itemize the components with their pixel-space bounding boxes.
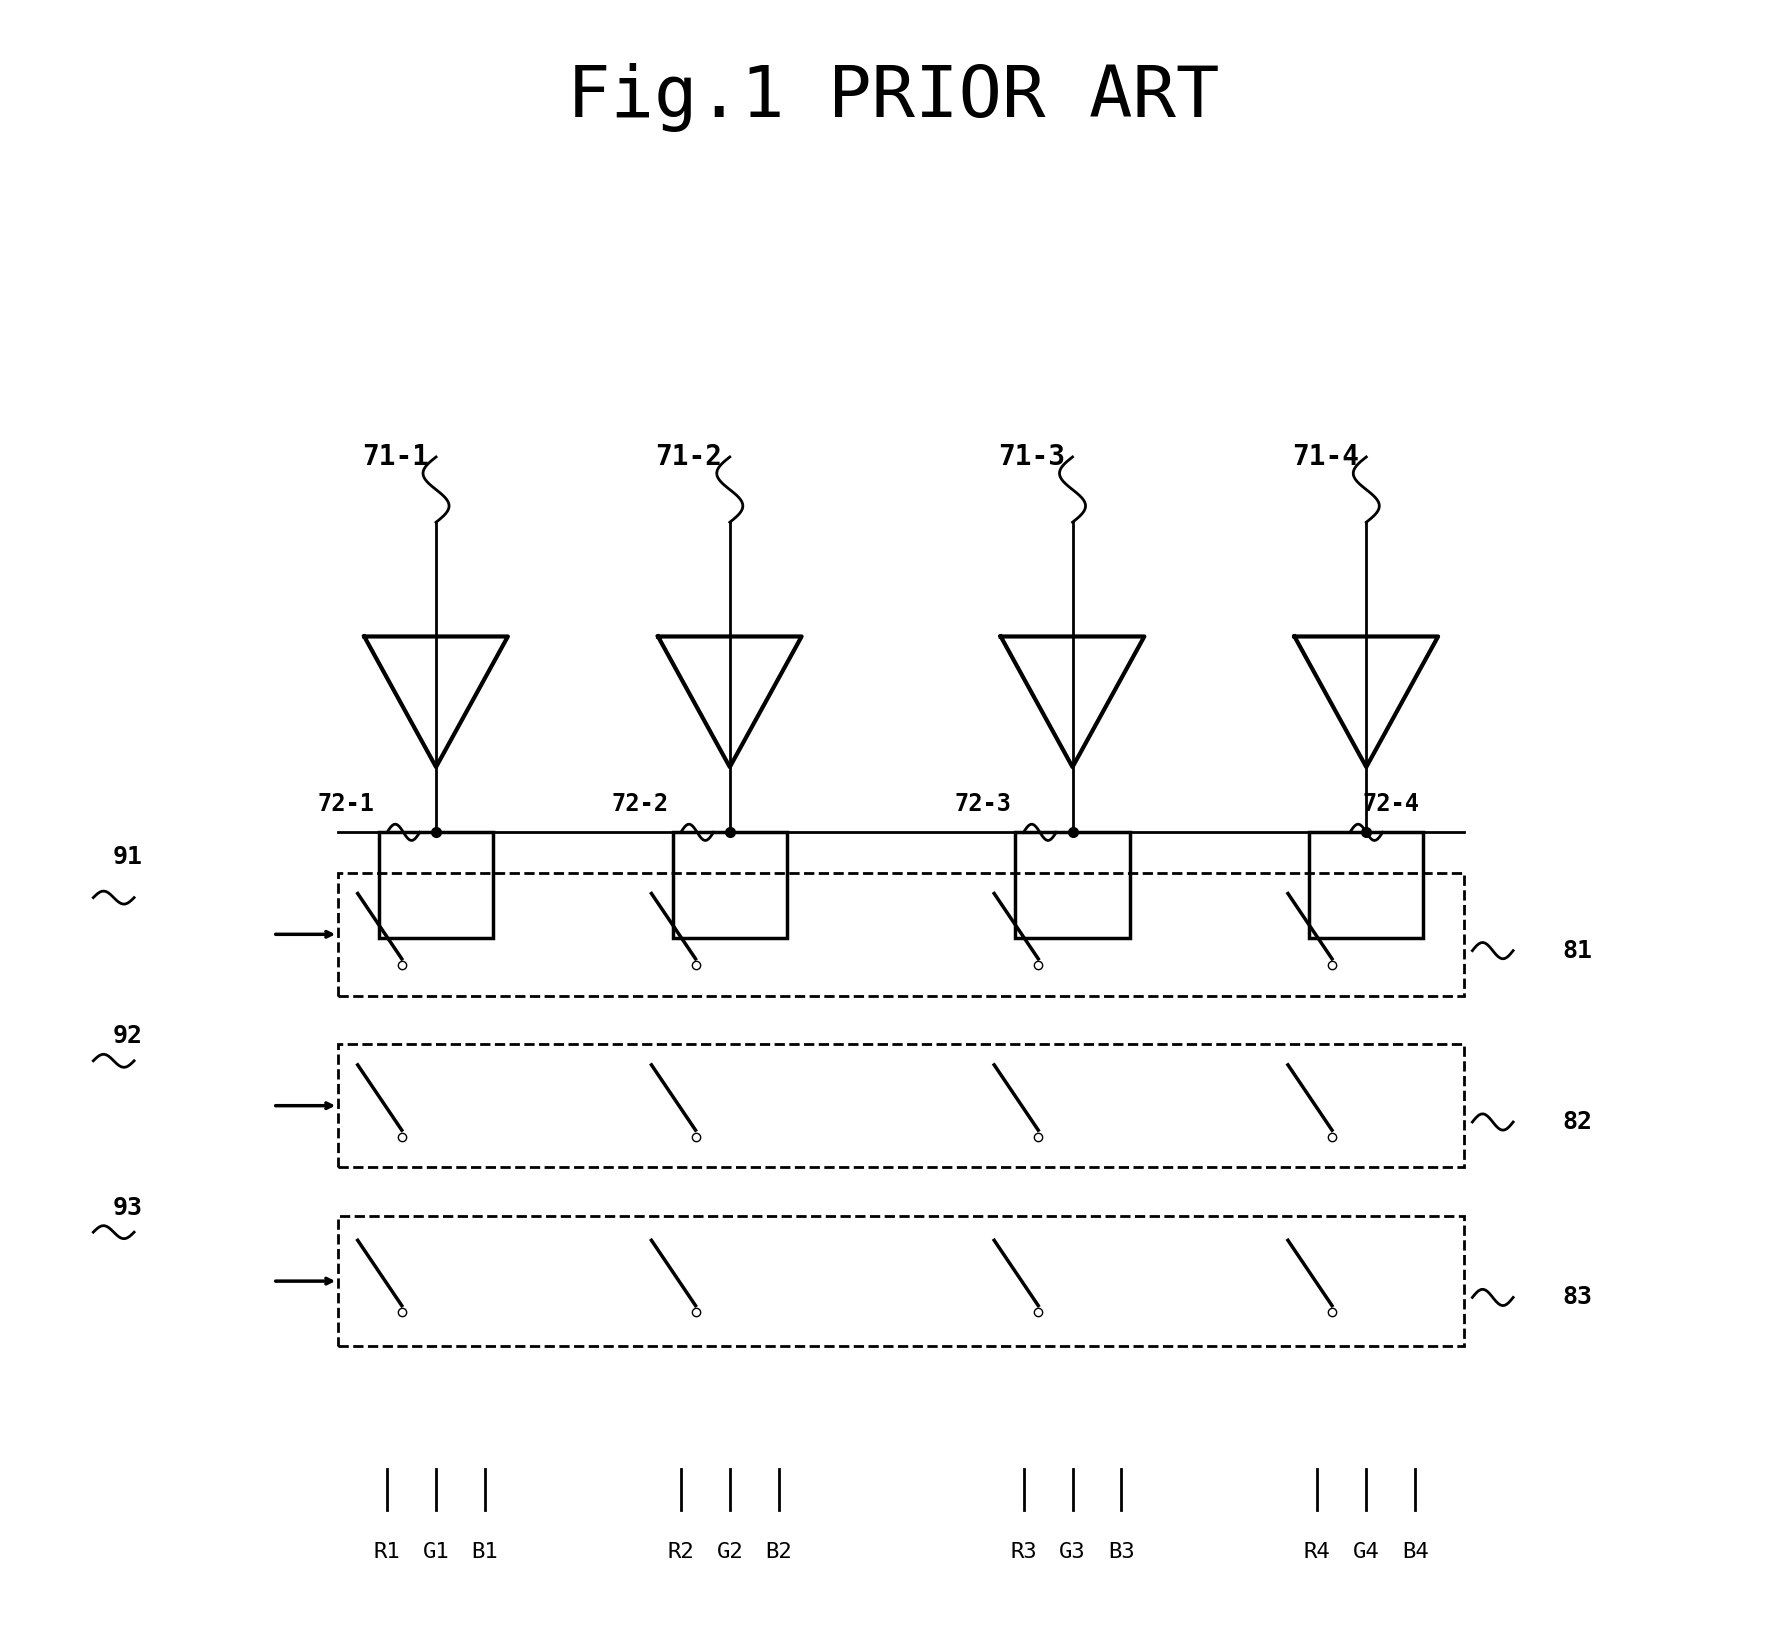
Text: 72-1: 72-1 <box>318 792 375 816</box>
Text: 91: 91 <box>113 845 143 868</box>
Text: R2: R2 <box>668 1542 695 1562</box>
Bar <box>379 832 493 938</box>
Text: B1: B1 <box>472 1542 498 1562</box>
Bar <box>1309 832 1423 938</box>
Text: B3: B3 <box>1107 1542 1134 1562</box>
Text: 82: 82 <box>1563 1110 1591 1134</box>
Text: R3: R3 <box>1011 1542 1038 1562</box>
Text: 92: 92 <box>113 1025 143 1048</box>
Text: 71-1: 71-1 <box>363 442 429 472</box>
Text: 81: 81 <box>1563 938 1591 963</box>
Text: R4: R4 <box>1304 1542 1331 1562</box>
Text: G1: G1 <box>423 1542 450 1562</box>
Text: 71-2: 71-2 <box>655 442 723 472</box>
Text: 83: 83 <box>1563 1286 1591 1309</box>
Text: 72-3: 72-3 <box>954 792 1011 816</box>
Text: 72-2: 72-2 <box>611 792 668 816</box>
Text: B2: B2 <box>766 1542 793 1562</box>
Text: G2: G2 <box>716 1542 743 1562</box>
Text: 93: 93 <box>113 1196 143 1219</box>
Bar <box>673 832 788 938</box>
Text: B4: B4 <box>1402 1542 1429 1562</box>
Text: G3: G3 <box>1059 1542 1086 1562</box>
Text: 72-4: 72-4 <box>1363 792 1420 816</box>
Text: 71-4: 71-4 <box>1291 442 1359 472</box>
Text: G4: G4 <box>1354 1542 1379 1562</box>
Text: R1: R1 <box>373 1542 400 1562</box>
Text: 71-3: 71-3 <box>998 442 1064 472</box>
Text: Fig.1 PRIOR ART: Fig.1 PRIOR ART <box>566 64 1220 132</box>
Bar <box>1016 832 1129 938</box>
